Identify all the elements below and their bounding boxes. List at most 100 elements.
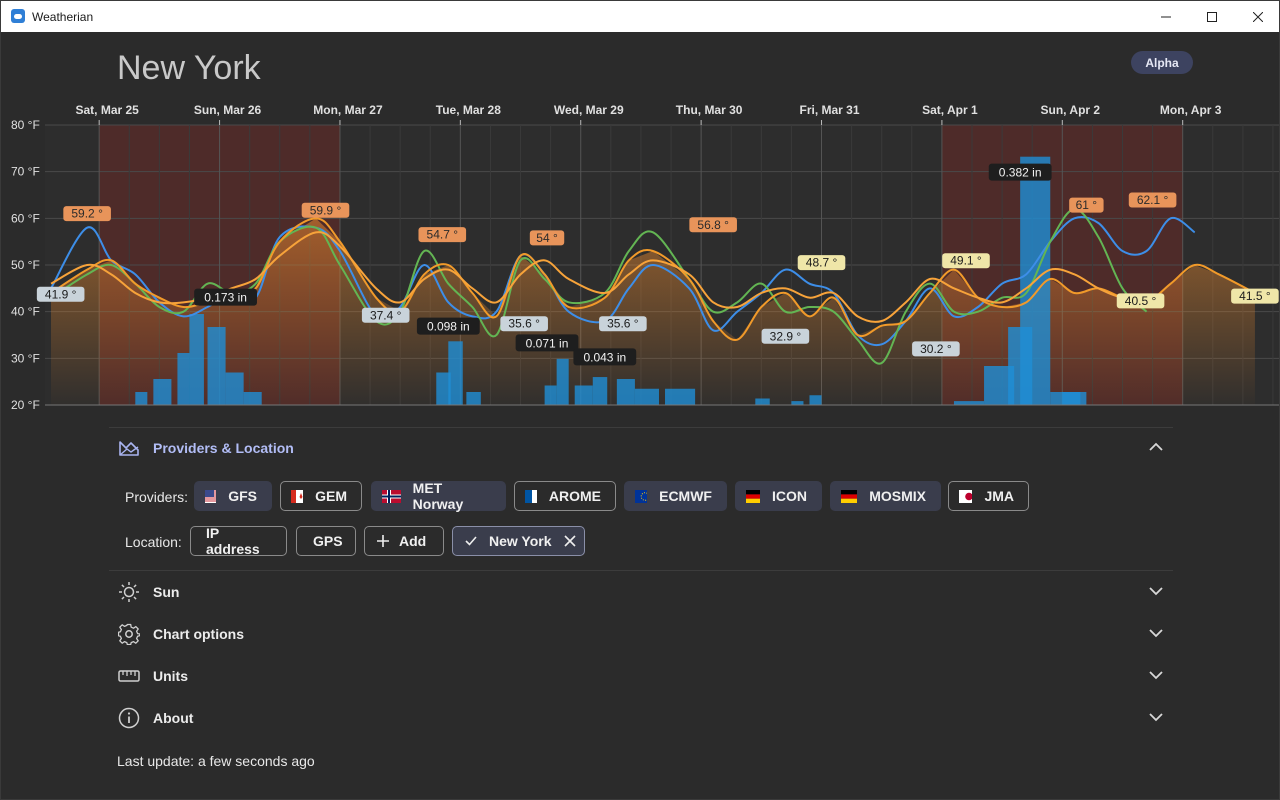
info-icon (117, 706, 141, 730)
temp-label: 35.6 ° (607, 317, 639, 331)
precip-bar (225, 372, 244, 405)
maximize-button[interactable] (1189, 1, 1235, 32)
temp-label: 61 ° (1076, 198, 1098, 212)
provider-chip-mosmix[interactable]: MOSMIX (830, 481, 941, 511)
provider-name: AROME (548, 488, 601, 504)
providers-location-header[interactable]: Providers & Location (109, 430, 1173, 466)
flag-icon (291, 489, 304, 503)
precip-bar (755, 398, 770, 405)
chart-options-section-label: Chart options (153, 626, 244, 642)
location-chip-new-york[interactable]: New York (452, 526, 585, 556)
temp-label-bg (500, 316, 548, 332)
precip-label: 0.043 in (583, 350, 626, 364)
about-section-label: About (153, 710, 194, 726)
precip-bar (448, 341, 463, 405)
provider-chip-jma[interactable]: JMA (948, 481, 1029, 511)
sun-icon (117, 580, 141, 604)
flag-icon (382, 489, 401, 503)
precip-bar (791, 401, 804, 405)
remove-location-icon[interactable] (563, 535, 576, 547)
precip-label: 0.173 in (204, 291, 247, 305)
provider-name: ICON (772, 488, 807, 504)
gps-button[interactable]: GPS (296, 526, 356, 556)
units-section-header[interactable]: Units (109, 658, 1173, 694)
providers-label: Providers: (125, 489, 189, 505)
precip-bar (189, 314, 204, 405)
chart-options-section-header[interactable]: Chart options (109, 616, 1173, 652)
provider-chip-arome[interactable]: AROME (514, 481, 616, 511)
temperature-area (51, 218, 1255, 405)
provider-chip-met-norway[interactable]: MET Norway (371, 480, 506, 512)
close-window-button[interactable] (1235, 1, 1280, 32)
precip-bar (809, 395, 822, 405)
gear-icon (117, 622, 141, 646)
temp-label: 41.9 ° (45, 287, 77, 301)
divider (109, 427, 1173, 428)
flag-icon (959, 489, 973, 503)
precip-bar (616, 379, 635, 405)
chevron-down-icon (1149, 625, 1163, 643)
temp-label: 59.9 ° (310, 203, 342, 217)
temp-label: 41.5 ° (1239, 289, 1271, 303)
precip-bar (544, 385, 557, 405)
temp-label-bg (361, 307, 410, 323)
flag-icon (205, 489, 217, 503)
temp-label: 49.1 ° (950, 254, 982, 268)
provider-name: ECMWF (659, 488, 712, 504)
temp-label-bg (1128, 192, 1177, 208)
precip-label-bg (416, 317, 480, 335)
temp-label: 54.7 ° (427, 228, 459, 242)
about-section-header[interactable]: About (109, 700, 1173, 736)
x-tick-label: Thu, Mar 30 (676, 103, 743, 117)
x-tick-label: Mon, Mar 27 (313, 103, 383, 117)
temp-label-bg (301, 202, 350, 218)
alpha-badge: Alpha (1131, 51, 1193, 74)
provider-chip-gem[interactable]: GEM (280, 481, 362, 511)
add-location-button[interactable]: Add (364, 526, 444, 556)
units-section-label: Units (153, 668, 188, 684)
precip-bar (592, 377, 608, 405)
temp-label-bg (689, 217, 737, 233)
temp-label-bg (1069, 197, 1104, 213)
plus-icon (377, 535, 389, 547)
temp-label-bg (1231, 288, 1279, 304)
temperature-line-3 (50, 231, 1147, 323)
temp-label-bg (942, 253, 990, 269)
y-tick-label: 30 °F (11, 351, 40, 365)
forecast-chart[interactable]: 80 °F 70 °F 60 °F 50 °F 40 °F 30 °F 20 °F Sat, … (1, 96, 1279, 414)
sun-section-header[interactable]: Sun (109, 574, 1173, 610)
y-tick-label: 50 °F (11, 258, 40, 272)
chevron-up-icon (1149, 439, 1163, 457)
location-chip-label: New York (489, 533, 552, 549)
precip-bar (135, 392, 148, 405)
x-tick-label: Wed, Mar 29 (554, 103, 624, 117)
precip-bar (665, 388, 696, 405)
ip-address-button[interactable]: IP address (190, 525, 287, 557)
title-bar: Weatherian (1, 1, 1279, 32)
location-label: Location: (125, 534, 182, 550)
provider-chip-ecmwf[interactable]: ECMWF (624, 481, 727, 511)
precip-bar (243, 392, 262, 405)
precip-bar (177, 353, 190, 405)
ip-address-label: IP address (206, 525, 260, 557)
x-tick-label: Mon, Apr 3 (1160, 103, 1222, 117)
temp-label-bg (36, 286, 85, 302)
temp-label: 37.4 ° (370, 308, 402, 322)
x-tick-label: Sat, Apr 1 (922, 103, 978, 117)
provider-chip-gfs[interactable]: GFS (194, 481, 272, 511)
provider-chip-icon[interactable]: ICON (735, 481, 822, 511)
temp-label-bg (797, 255, 846, 271)
provider-name: GFS (228, 488, 257, 504)
precip-bar (436, 372, 451, 405)
temp-label: 48.7 ° (806, 256, 838, 270)
provider-name: MET Norway (412, 480, 464, 512)
flag-icon (525, 489, 537, 503)
minimize-button[interactable] (1143, 1, 1189, 32)
sun-section-label: Sun (153, 584, 180, 600)
gps-label: GPS (313, 533, 343, 549)
temp-label: 56.8 ° (697, 218, 729, 232)
x-tick-label: Sun, Apr 2 (1041, 103, 1101, 117)
temp-label: 59.2 ° (71, 207, 103, 221)
precip-bar (556, 358, 569, 405)
